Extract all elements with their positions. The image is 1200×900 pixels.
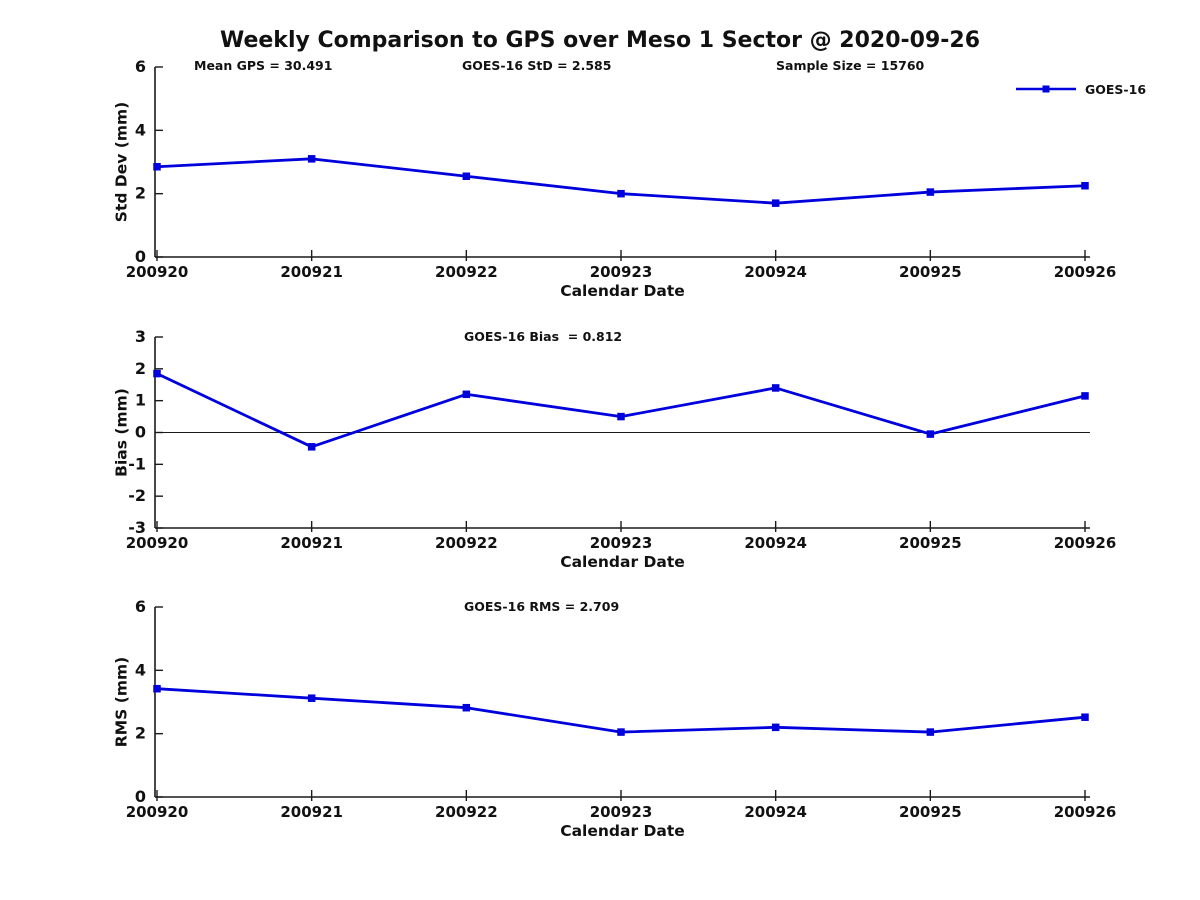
x-tick-label: 200922	[435, 263, 498, 281]
x-tick-label: 200921	[280, 263, 343, 281]
x-tick-label: 200923	[590, 803, 653, 821]
x-tick-label: 200926	[1054, 534, 1117, 552]
y-tick-label: 6	[135, 597, 146, 616]
data-point-marker	[771, 384, 780, 392]
x-tick-label: 200921	[280, 803, 343, 821]
y-tick-label: 2	[135, 184, 146, 203]
data-point-marker	[307, 694, 316, 702]
x-tick-label: 200920	[126, 803, 189, 821]
x-tick-label: 200926	[1054, 803, 1117, 821]
y-tick-label: 4	[135, 120, 146, 139]
y-tick-label: -3	[128, 518, 146, 537]
data-point-marker	[307, 443, 316, 451]
x-tick-label: 200925	[899, 803, 962, 821]
chart-title: Weekly Comparison to GPS over Meso 1 Sec…	[219, 28, 981, 53]
data-point-marker	[153, 163, 161, 171]
x-axis-title: Calendar Date	[560, 553, 685, 571]
data-point-marker	[771, 199, 780, 207]
y-tick-label: 2	[135, 724, 146, 743]
legend-label: GOES-16	[1085, 81, 1147, 97]
data-point-marker	[617, 412, 625, 421]
std-dev-panel: 0 2 4 6 200920 200921 200922 200923 200924 200925…	[113, 57, 1117, 300]
y-axis-title: Bias (mm)	[113, 388, 131, 477]
y-axis-title: Std Dev (mm)	[113, 102, 131, 222]
y-tick-label: 1	[135, 391, 146, 410]
y-tick-label: 6	[135, 57, 146, 76]
legend: GOES-16	[1014, 81, 1146, 97]
goes16-bias-annotation: GOES-16 Bias = 0.812	[464, 329, 623, 344]
x-tick-label: 200924	[744, 263, 807, 281]
data-point-marker	[1081, 392, 1089, 400]
y-tick-label: 4	[135, 660, 146, 679]
y-tick-label: 0	[135, 787, 146, 806]
legend-line-sample-icon	[1016, 85, 1076, 93]
data-point-marker	[926, 430, 935, 438]
series-line	[156, 372, 1086, 449]
goes16-rms-annotation: GOES-16 RMS = 2.709	[464, 599, 620, 614]
bias-panel: -3 -2 -1 0 1 2 3 200920 200921 200922 200923 200924…	[113, 327, 1117, 571]
mean-gps-annotation: Mean GPS = 30.491	[194, 58, 333, 73]
rms-panel: 0 2 4 6 200920 200921 200922 200923 200924 200925…	[113, 597, 1117, 840]
x-tick-label: 200924	[744, 534, 807, 552]
series-line	[156, 687, 1086, 734]
goes16-std-annotation: GOES-16 StD = 2.585	[462, 58, 612, 73]
data-point-marker	[926, 728, 935, 736]
data-point-marker	[153, 369, 161, 378]
x-axis-title: Calendar Date	[560, 822, 685, 840]
x-axis-title: Calendar Date	[560, 282, 685, 300]
y-tick-label: 3	[135, 327, 146, 346]
data-point-marker	[1081, 713, 1089, 721]
x-tick-label: 200926	[1054, 263, 1117, 281]
data-point-marker	[617, 189, 625, 198]
x-tick-label: 200920	[126, 534, 189, 552]
x-tick-label: 200921	[280, 534, 343, 552]
x-tick-label: 200922	[435, 534, 498, 552]
sample-size-annotation: Sample Size = 15760	[776, 58, 925, 73]
y-tick-label: 2	[135, 359, 146, 378]
x-tick-label: 200923	[590, 263, 653, 281]
y-tick-label: 0	[135, 247, 146, 266]
y-tick-label: -2	[128, 486, 146, 505]
data-point-marker	[462, 390, 471, 399]
x-tick-label: 200920	[126, 263, 189, 281]
y-tick-label: -1	[128, 454, 146, 473]
y-tick-label: 0	[135, 423, 146, 442]
data-point-marker	[462, 703, 471, 712]
data-point-marker	[1081, 182, 1089, 190]
x-tick-label: 200923	[590, 534, 653, 552]
data-point-marker	[926, 188, 935, 196]
x-tick-label: 200924	[744, 803, 807, 821]
data-point-marker	[307, 155, 316, 163]
x-tick-label: 200925	[899, 534, 962, 552]
data-point-marker	[153, 684, 161, 693]
data-point-marker	[462, 172, 471, 180]
data-point-marker	[617, 728, 625, 736]
x-tick-label: 200922	[435, 803, 498, 821]
x-tick-label: 200925	[899, 263, 962, 281]
y-axis-title: RMS (mm)	[113, 657, 131, 747]
data-point-marker	[771, 723, 780, 732]
